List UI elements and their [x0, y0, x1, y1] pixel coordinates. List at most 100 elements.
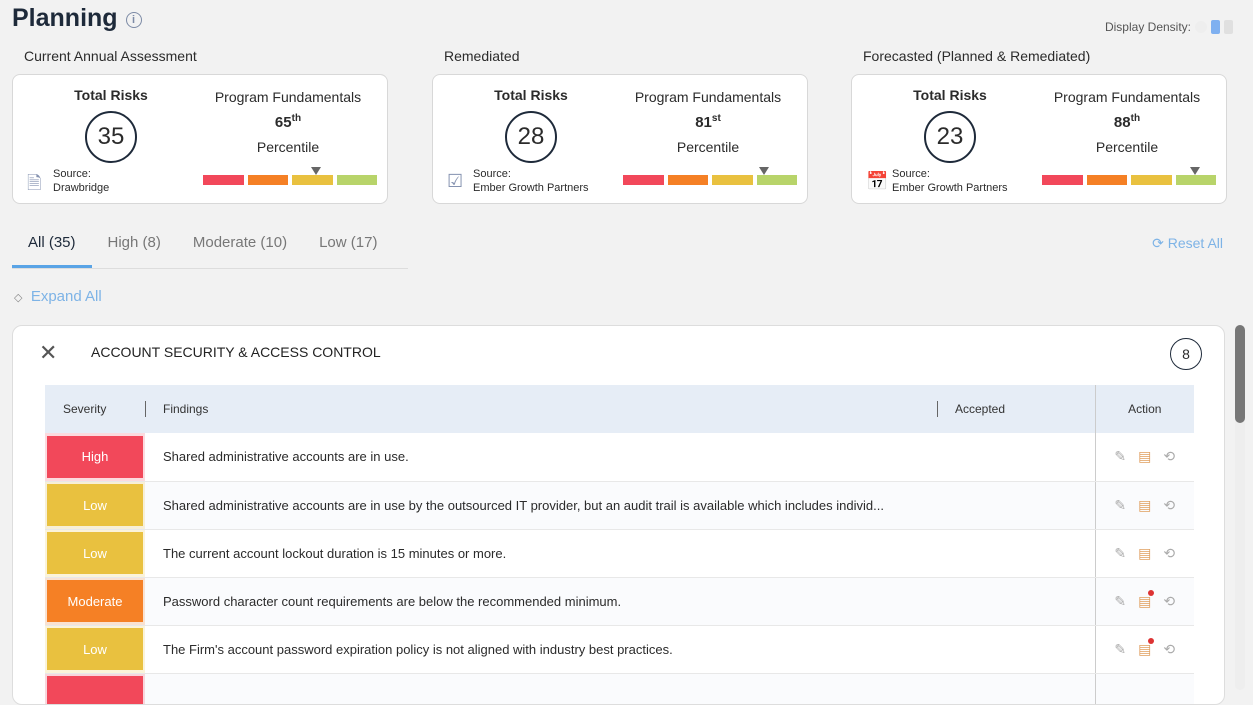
info-icon[interactable]: i: [125, 11, 142, 28]
source-label: Source:: [53, 168, 91, 180]
tab-high[interactable]: High (8): [107, 234, 161, 251]
sync-icon[interactable]: ⟲: [1163, 544, 1176, 561]
total-risks-label: Total Risks: [913, 87, 987, 103]
table-row[interactable]: [45, 673, 1194, 704]
severity-badge: Low: [47, 484, 143, 526]
sync-icon[interactable]: ⟲: [1163, 640, 1176, 657]
sync-icon[interactable]: ⟲: [1163, 592, 1176, 609]
finding-text: The current account lockout duration is …: [145, 529, 937, 578]
total-risks-count: 23: [924, 111, 976, 163]
severity-badge: Low: [47, 532, 143, 574]
density-option-normal[interactable]: [1211, 20, 1220, 34]
severity-cell: [45, 673, 145, 704]
section-title: Forecasted (Planned & Remediated): [863, 48, 1091, 64]
action-cell: [1094, 673, 1194, 704]
action-cell: ✎ ▤ ⟲: [1094, 481, 1194, 530]
bar-segment: [1086, 175, 1127, 185]
source: Source: Ember Growth Partners: [473, 167, 589, 195]
reset-all-button[interactable]: ⟳ Reset All: [1152, 235, 1223, 252]
accepted-cell: [937, 577, 1095, 626]
severity-cell: Moderate: [45, 577, 145, 626]
severity-cell: Low: [45, 529, 145, 578]
density-label: Display Density:: [1104, 20, 1191, 34]
calendar-icon: 📅: [866, 171, 889, 191]
pf-label: Program Fundamentals: [1053, 89, 1201, 105]
bar-segment: [292, 175, 333, 185]
page-title: Planning i: [12, 4, 142, 33]
table-row[interactable]: Moderate Password character count requir…: [45, 577, 1194, 626]
finding-text: [145, 673, 937, 704]
pencil-icon[interactable]: ✎: [1114, 544, 1127, 561]
percentile-number: 81: [695, 114, 712, 131]
table-row[interactable]: Low The Firm's account password expirati…: [45, 625, 1194, 674]
assessment-card: Total Risks 28 ☑ Source: Ember Growth Par…: [432, 74, 808, 204]
tab-all[interactable]: All (35): [12, 228, 92, 268]
percentile-value: 81st: [623, 113, 793, 131]
table-row[interactable]: Low Shared administrative accounts are i…: [45, 481, 1194, 530]
section-title: Current Annual Assessment: [24, 48, 197, 64]
category-panel: ✕ ACCOUNT SECURITY & ACCESS CONTROL 8 Se…: [12, 325, 1225, 705]
scrollbar-thumb[interactable]: [1235, 325, 1245, 423]
pf-label: Program Fundamentals: [214, 89, 362, 105]
percentile-suffix: st: [711, 113, 721, 124]
bar-segment: [667, 175, 708, 185]
table-row[interactable]: High Shared administrative accounts are …: [45, 433, 1194, 482]
pf-label: Program Fundamentals: [634, 89, 782, 105]
severity-badge: Moderate: [47, 580, 143, 622]
severity-cell: Low: [45, 481, 145, 530]
accepted-cell: [937, 433, 1095, 482]
accepted-cell: [937, 625, 1095, 674]
severity-tabs: All (35) High (8) Moderate (10) Low (17): [12, 228, 408, 269]
note-icon[interactable]: ▤: [1138, 589, 1155, 610]
accepted-cell: [937, 673, 1095, 704]
bar-segment: [1175, 175, 1216, 185]
scrollbar[interactable]: [1235, 325, 1245, 690]
action-cell: ✎ ▤ ⟲: [1094, 625, 1194, 674]
source-value: Ember Growth Partners: [892, 182, 1008, 194]
tab-moderate[interactable]: Moderate (10): [192, 234, 288, 251]
col-findings[interactable]: Findings: [145, 385, 937, 433]
chevron-updown-icon: ◇: [14, 292, 23, 304]
finding-text: Password character count requirements ar…: [145, 577, 937, 626]
display-density: Display Density:: [1105, 20, 1233, 34]
sync-icon[interactable]: ⟲: [1163, 448, 1176, 465]
percentile-suffix: th: [1130, 113, 1141, 124]
col-accepted[interactable]: Accepted: [937, 385, 1095, 433]
pencil-icon[interactable]: ✎: [1114, 496, 1127, 513]
accepted-cell: [937, 529, 1095, 578]
density-option-compact[interactable]: [1195, 21, 1207, 33]
table-row[interactable]: Low The current account lockout duration…: [45, 529, 1194, 578]
section-title: Remediated: [444, 48, 520, 64]
percentile-marker: [758, 167, 769, 175]
note-icon[interactable]: ▤: [1138, 544, 1152, 561]
assessment-card: Total Risks 35 🗎 Source: Drawbridge Progr…: [12, 74, 388, 204]
total-risks-label: Total Risks: [74, 87, 148, 103]
tab-low[interactable]: Low (17): [319, 234, 378, 251]
source: Source: Ember Growth Partners: [892, 167, 1008, 195]
percentile-label: Percentile: [676, 139, 740, 155]
pencil-icon[interactable]: ✎: [1114, 448, 1127, 465]
percentile-value: 88th: [1042, 113, 1212, 131]
findings-table: Severity Findings Accepted Action High S…: [45, 385, 1194, 704]
col-action: Action: [1094, 385, 1194, 433]
total-risks-count: 28: [505, 111, 557, 163]
bar-segment: [756, 175, 797, 185]
note-icon[interactable]: ▤: [1138, 496, 1152, 513]
close-icon[interactable]: ✕: [39, 340, 58, 365]
assessment-section: Remediated Total Risks 28 ☑ Source: Ember…: [432, 48, 808, 204]
finding-count-badge: 8: [1170, 338, 1202, 370]
panel-title: ACCOUNT SECURITY & ACCESS CONTROL: [91, 344, 381, 360]
percentile-value: 65th: [203, 113, 373, 131]
percentile-marker: [1190, 167, 1201, 175]
expand-all-button[interactable]: ◇ Expand All: [14, 288, 102, 305]
note-icon[interactable]: ▤: [1138, 448, 1152, 465]
note-icon[interactable]: ▤: [1138, 637, 1155, 658]
percentile-label: Percentile: [1095, 139, 1159, 155]
severity-badge: High: [47, 435, 143, 478]
pencil-icon[interactable]: ✎: [1114, 592, 1127, 609]
density-option-wide[interactable]: [1224, 20, 1233, 34]
sync-icon[interactable]: ⟲: [1163, 496, 1176, 513]
col-severity[interactable]: Severity: [45, 385, 145, 433]
assessment-card: Total Risks 23 📅 Source: Ember Growth Par…: [851, 74, 1227, 204]
pencil-icon[interactable]: ✎: [1114, 640, 1127, 657]
